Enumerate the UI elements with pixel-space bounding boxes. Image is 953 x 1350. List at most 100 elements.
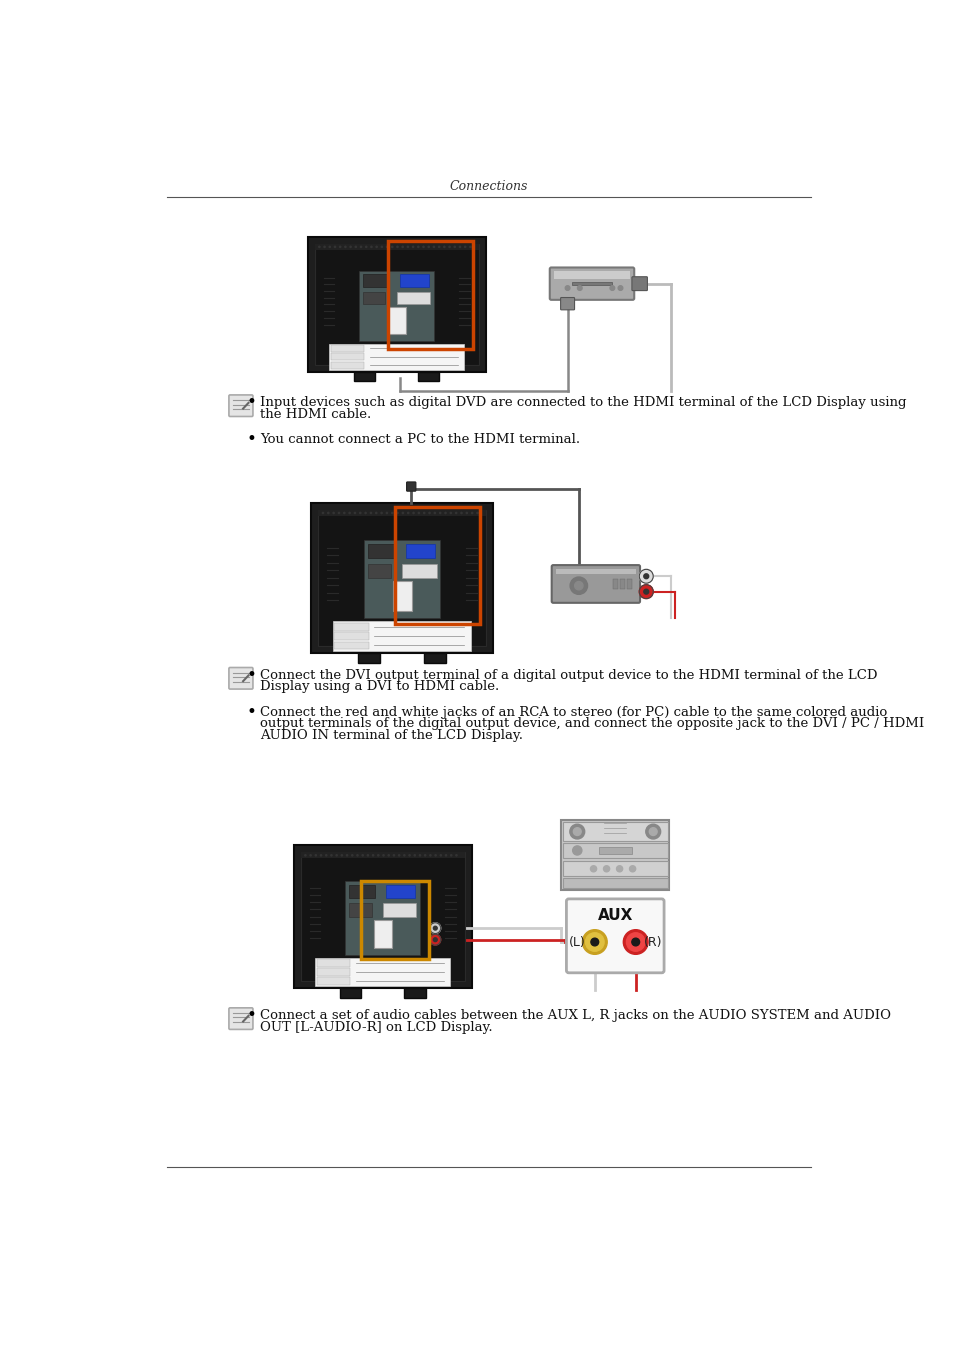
Bar [349, 903, 371, 917]
Circle shape [631, 938, 639, 946]
Bar [358, 653, 380, 663]
Circle shape [643, 589, 648, 594]
FancyBboxPatch shape [549, 267, 634, 300]
FancyBboxPatch shape [551, 566, 639, 603]
Bar [555, 568, 636, 574]
Circle shape [609, 286, 614, 290]
Bar [339, 988, 361, 998]
Bar [349, 884, 375, 898]
FancyBboxPatch shape [229, 1008, 253, 1030]
Bar [562, 861, 667, 876]
Text: Connections: Connections [449, 180, 528, 193]
Bar [387, 242, 473, 348]
Bar [314, 244, 478, 364]
Text: Connect the DVI output terminal of a digital output device to the HDMI terminal : Connect the DVI output terminal of a dig… [260, 668, 877, 682]
Circle shape [433, 938, 436, 941]
Circle shape [565, 286, 569, 290]
Bar [361, 882, 429, 960]
Bar [316, 968, 350, 976]
Circle shape [639, 585, 653, 598]
Bar [330, 362, 364, 369]
Text: output terminals of the digital output device, and connect the opposite jack to : output terminals of the digital output d… [260, 717, 923, 730]
Bar [626, 579, 631, 589]
Text: the HDMI cable.: the HDMI cable. [260, 408, 371, 421]
Circle shape [626, 933, 644, 952]
Text: Display using a DVI to HDMI cable.: Display using a DVI to HDMI cable. [260, 680, 499, 693]
Bar [395, 508, 480, 624]
Circle shape [590, 865, 596, 872]
Bar [311, 502, 493, 653]
Bar [345, 882, 419, 954]
Bar [330, 346, 364, 352]
Circle shape [622, 930, 647, 954]
Bar [562, 842, 667, 859]
Circle shape [585, 933, 603, 952]
Circle shape [603, 865, 609, 872]
Bar [335, 622, 369, 630]
Bar [316, 960, 350, 967]
Circle shape [433, 926, 436, 930]
Bar [404, 988, 425, 998]
Bar [314, 958, 450, 987]
Text: OUT [L-AUDIO-R] on LCD Display.: OUT [L-AUDIO-R] on LCD Display. [260, 1021, 493, 1034]
Bar [417, 371, 439, 381]
Bar [300, 852, 464, 859]
Bar [318, 510, 485, 516]
Circle shape [590, 938, 598, 946]
Bar [333, 621, 471, 651]
Bar [571, 282, 612, 285]
Text: Connect the red and white jacks of an RCA to stereo (for PC) cable to the same c: Connect the red and white jacks of an RC… [260, 706, 886, 718]
Circle shape [629, 865, 635, 872]
Bar [562, 878, 667, 888]
Bar [612, 579, 618, 589]
Bar [387, 308, 406, 333]
Bar [560, 821, 669, 890]
Bar [294, 845, 472, 988]
Text: •: • [246, 431, 256, 448]
Text: •: • [246, 666, 256, 684]
Text: AUDIO IN terminal of the LCD Display.: AUDIO IN terminal of the LCD Display. [260, 729, 523, 741]
Text: •: • [246, 1006, 256, 1025]
Text: Input devices such as digital DVD are connected to the HDMI terminal of the LCD : Input devices such as digital DVD are co… [260, 396, 906, 409]
Text: •: • [246, 393, 256, 412]
Bar [400, 274, 429, 288]
Bar [619, 579, 624, 589]
Text: AUX: AUX [597, 907, 632, 922]
Bar [396, 292, 430, 304]
Circle shape [643, 574, 648, 579]
FancyBboxPatch shape [229, 667, 253, 688]
Bar [598, 848, 631, 853]
Bar [335, 641, 369, 649]
Circle shape [618, 286, 622, 290]
Circle shape [573, 828, 580, 836]
Circle shape [616, 865, 622, 872]
Bar [335, 632, 369, 640]
Circle shape [572, 846, 581, 855]
Bar [423, 653, 445, 663]
Bar [406, 544, 435, 558]
FancyBboxPatch shape [631, 277, 647, 290]
Bar [363, 540, 440, 618]
Circle shape [574, 582, 582, 590]
Circle shape [639, 570, 653, 583]
Bar [402, 564, 436, 578]
Bar [393, 580, 412, 610]
Text: •: • [246, 703, 256, 721]
Bar [307, 238, 485, 371]
Bar [374, 919, 392, 948]
Bar [562, 822, 667, 841]
Circle shape [581, 930, 606, 954]
Circle shape [430, 934, 440, 945]
Bar [330, 354, 364, 360]
Circle shape [577, 286, 581, 290]
Bar [386, 884, 415, 898]
Bar [554, 271, 629, 278]
FancyBboxPatch shape [229, 396, 253, 417]
Bar [367, 544, 394, 558]
Bar [363, 274, 389, 288]
Text: Connect a set of audio cables between the AUX L, R jacks on the AUDIO SYSTEM and: Connect a set of audio cables between th… [260, 1008, 890, 1022]
Circle shape [570, 576, 587, 594]
Text: You cannot connect a PC to the HDMI terminal.: You cannot connect a PC to the HDMI term… [260, 433, 579, 446]
FancyBboxPatch shape [560, 297, 574, 310]
Circle shape [645, 825, 660, 838]
